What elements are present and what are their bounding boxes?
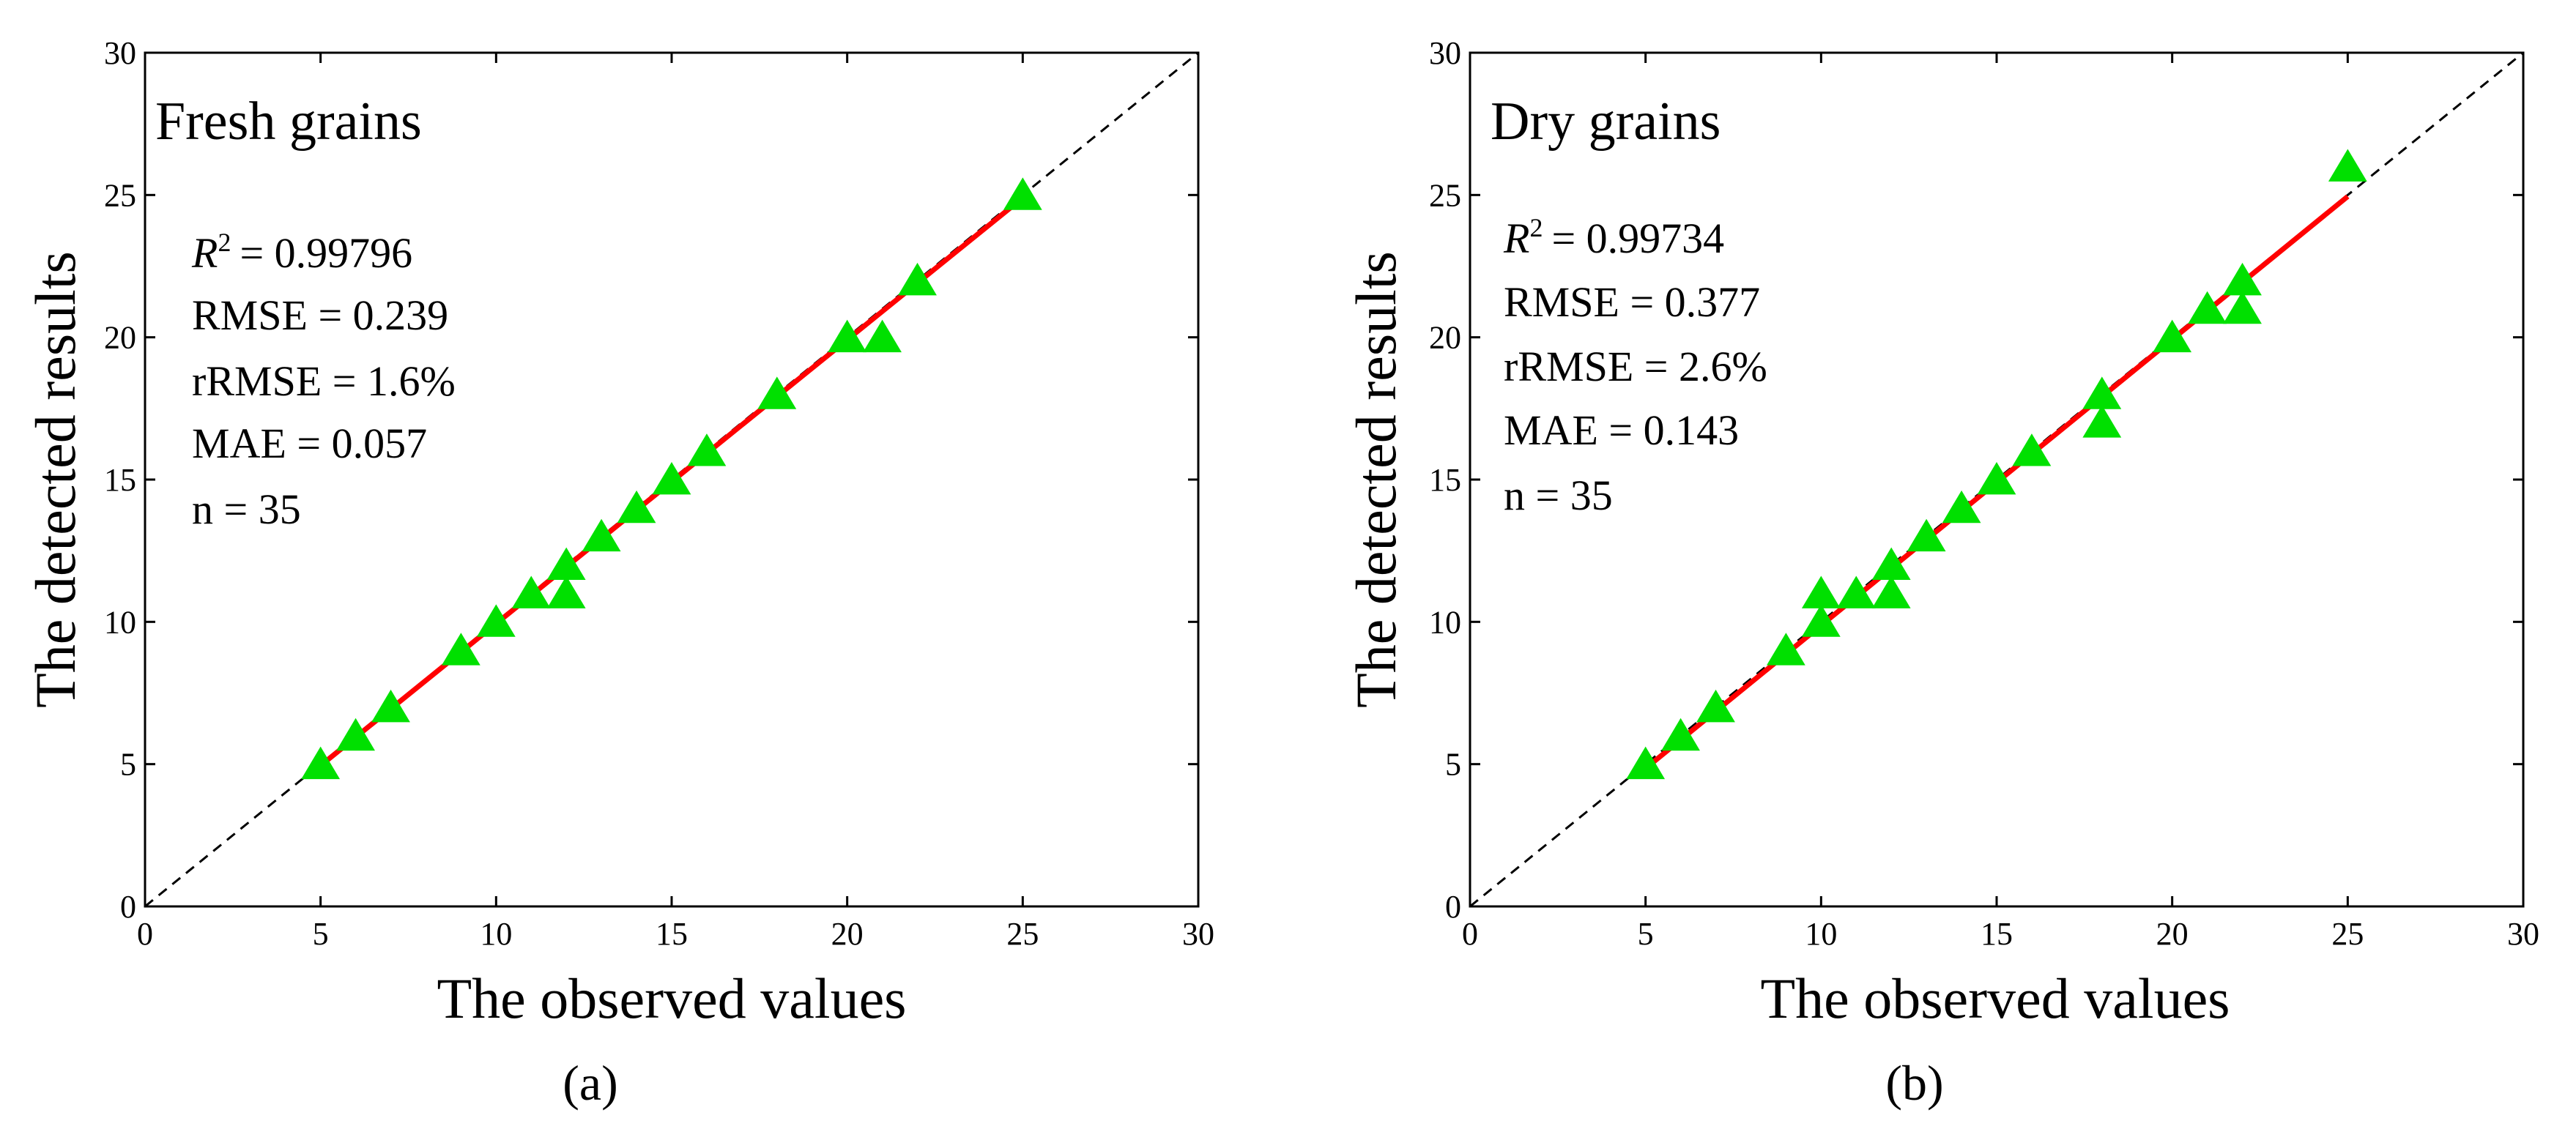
data-point <box>828 319 867 353</box>
y-axis-label: The detected results <box>1344 251 1408 708</box>
stat-rrmse: rRMSE = 2.6% <box>1504 343 1767 390</box>
data-point <box>1003 177 1042 210</box>
y-tick-label: 0 <box>1445 889 1461 925</box>
x-tick-label: 15 <box>1981 916 2013 952</box>
x-tick-label: 20 <box>831 916 864 952</box>
data-point <box>1871 547 1911 580</box>
data-point <box>1801 575 1841 608</box>
y-tick-label: 20 <box>1429 320 1461 356</box>
x-tick-label: 5 <box>313 916 329 952</box>
x-axis-label: The observed values <box>437 966 906 1030</box>
x-tick-label: 20 <box>2156 916 2189 952</box>
stat-n: n = 35 <box>1504 472 1613 519</box>
stat-mae: MAE = 0.143 <box>1504 406 1739 454</box>
panel-title: Fresh grains <box>155 92 422 152</box>
data-point <box>2188 291 2227 324</box>
y-tick-label: 0 <box>120 889 136 925</box>
data-points <box>1626 149 2367 780</box>
x-tick-label: 0 <box>1462 916 1478 952</box>
data-point <box>2012 433 2052 466</box>
stat-rmse: RMSE = 0.239 <box>192 291 448 339</box>
data-point <box>1801 604 1841 637</box>
y-tick-label: 10 <box>104 604 136 640</box>
y-tick-label: 30 <box>1429 35 1461 71</box>
x-tick-label: 25 <box>2331 916 2364 952</box>
stat-r2: R2 = 0.99796 <box>191 228 412 277</box>
data-point <box>2223 291 2262 324</box>
x-tick-label: 10 <box>1805 916 1837 952</box>
x-axis-ticks: 0 5 10 15 20 25 30 <box>137 53 1214 952</box>
panel-a: 0 5 10 15 20 25 30 0 5 10 15 20 25 30 Fresh grains R… <box>23 35 1214 1111</box>
data-point <box>546 575 586 608</box>
y-axis-ticks: 0 5 10 15 20 25 30 <box>1429 35 2523 925</box>
data-point <box>2082 376 2122 409</box>
y-tick-label: 30 <box>104 35 136 71</box>
data-points <box>301 177 1042 780</box>
y-tick-label: 15 <box>104 462 136 498</box>
data-point <box>336 718 375 751</box>
data-point <box>546 547 586 580</box>
data-point <box>1626 746 1666 780</box>
data-point <box>1661 718 1700 751</box>
x-tick-label: 10 <box>480 916 512 952</box>
y-tick-label: 5 <box>120 747 136 783</box>
y-tick-label: 25 <box>104 177 136 213</box>
x-tick-label: 15 <box>656 916 688 952</box>
data-point <box>2082 405 2122 438</box>
stat-r2: R2 = 0.99734 <box>1503 213 1724 262</box>
x-tick-label: 5 <box>1638 916 1654 952</box>
data-point <box>442 633 480 666</box>
data-point <box>652 462 691 495</box>
data-point <box>2223 262 2262 296</box>
y-tick-label: 25 <box>1429 177 1461 213</box>
data-point <box>617 490 656 523</box>
data-point <box>476 604 516 637</box>
data-point <box>1977 462 2016 495</box>
y-tick-label: 15 <box>1429 462 1461 498</box>
data-point <box>757 376 797 409</box>
panel-label: (b) <box>1885 1055 1943 1111</box>
data-point <box>1767 633 1805 666</box>
stat-rrmse: rRMSE = 1.6% <box>192 357 456 405</box>
data-point <box>582 518 621 552</box>
y-axis-label: The detected results <box>23 251 87 708</box>
x-axis-label: The observed values <box>1760 966 2230 1030</box>
stat-n: n = 35 <box>192 485 301 533</box>
x-axis-ticks: 0 5 10 15 20 25 30 <box>1462 53 2539 952</box>
data-point <box>687 433 727 466</box>
data-point <box>301 746 341 780</box>
x-tick-label: 0 <box>137 916 153 952</box>
y-tick-label: 5 <box>1445 747 1461 783</box>
y-tick-label: 10 <box>1429 604 1461 640</box>
x-tick-label: 30 <box>2507 916 2539 952</box>
stat-mae: MAE = 0.057 <box>192 420 427 467</box>
stat-rmse: RMSE = 0.377 <box>1504 278 1760 326</box>
data-point <box>898 262 937 296</box>
x-tick-label: 30 <box>1182 916 1214 952</box>
data-point <box>1907 518 1946 552</box>
data-point <box>2328 149 2367 182</box>
data-point <box>2153 319 2192 353</box>
y-tick-label: 20 <box>104 320 136 356</box>
y-axis-ticks: 0 5 10 15 20 25 30 <box>104 35 1198 925</box>
x-tick-label: 25 <box>1006 916 1039 952</box>
data-point <box>1836 575 1876 608</box>
data-point <box>1696 689 1735 723</box>
data-point <box>511 575 551 608</box>
panel-b: 0 5 10 15 20 25 30 0 5 10 15 20 25 30 Dry grains R2 =… <box>1344 35 2539 1111</box>
panel-title: Dry grains <box>1491 92 1721 152</box>
data-point <box>371 689 410 723</box>
data-point <box>863 319 902 353</box>
data-point <box>1871 575 1911 608</box>
panel-label: (a) <box>563 1055 617 1111</box>
data-point <box>1942 490 1981 523</box>
